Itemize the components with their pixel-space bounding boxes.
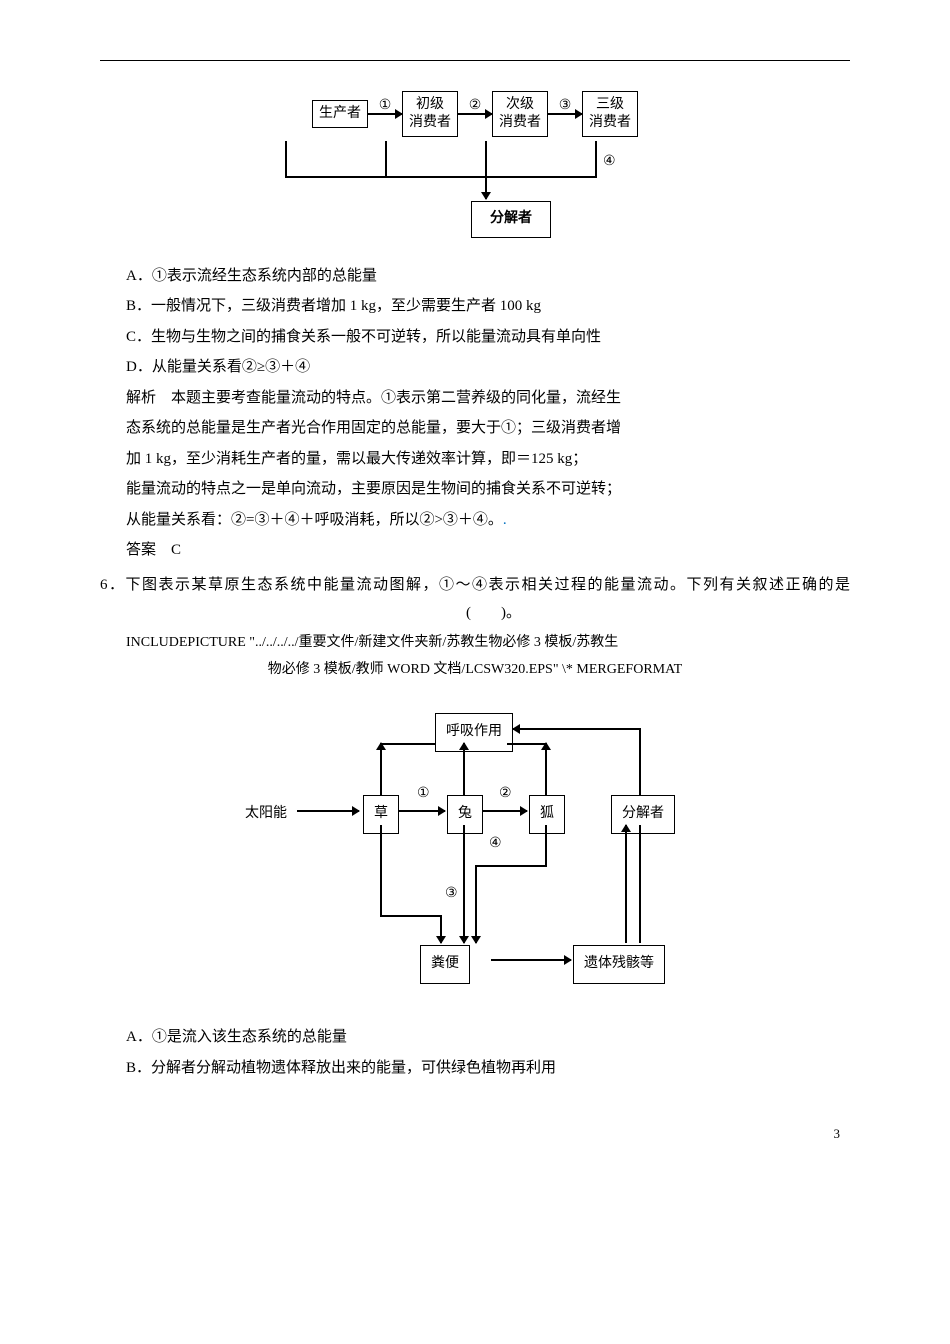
arrow-grass-rabbit — [399, 810, 445, 812]
q5-analysis-line-1: 解析 本题主要考查能量流动的特点。①表示第二营养级的同化量，流经生 — [126, 384, 850, 413]
diagram1-connectors: ④ — [265, 141, 685, 201]
q5-answer: 答案 C — [126, 536, 850, 565]
box-producer: 生产者 — [312, 100, 368, 128]
label-circled-4b: ④ — [489, 831, 502, 858]
box-respiration: 呼吸作用 — [435, 713, 513, 752]
arrow-rabbit-resp — [463, 743, 465, 795]
q6-option-a: A．①是流入该生态系统的总能量 — [126, 1023, 850, 1052]
label-circled-4: ④ — [603, 149, 616, 176]
line-fox-resp-h — [507, 743, 547, 745]
q6: 6．下图表示某草原生态系统中能量流动图解，①～④表示相关过程的能量流动。下列有关… — [100, 571, 850, 1082]
box-remains: 遗体残骸等 — [573, 945, 665, 984]
line-fox-feces-h — [475, 865, 547, 867]
q5-analysis-line-2: 态系统的总能量是生产者光合作用固定的总能量，要大于①；三级消费者增 — [126, 414, 850, 443]
box-primary-consumer: 初级 消费者 — [402, 91, 458, 137]
arrow-fox-feces — [475, 865, 477, 943]
d1-arrow-down — [485, 141, 487, 199]
arrow-fox-resp — [545, 743, 547, 795]
q5-analysis-line-4: 能量流动的特点之一是单向流动，主要原因是生物间的捕食关系不可逆转； — [126, 475, 850, 504]
label-circled-1: ① — [379, 93, 392, 120]
arrow-remains-decomp — [625, 825, 627, 943]
diagram1-top-row: 生产者 ① 初级 消费者 ② 次级 消费者 ③ 三级 消费者 — [265, 91, 685, 137]
label-circled-3: ③ — [559, 93, 572, 120]
line-decomp-resp-h — [513, 728, 641, 730]
arrow-sun-grass — [297, 810, 359, 812]
arrow-3: ③ — [548, 113, 582, 115]
label-sun: 太阳能 — [245, 801, 287, 828]
line-decomp-resp-v — [639, 728, 641, 795]
q5-option-d: D．从能量关系看②≥③＋④ — [126, 353, 850, 382]
d1-vline-1 — [285, 141, 287, 176]
q5-analysis-line-5: 从能量关系看：②=③＋④＋呼吸消耗，所以②>③＋④。. — [126, 506, 850, 535]
d1-vline-2 — [385, 141, 387, 176]
line-grass-feces-h — [380, 915, 440, 917]
q5-option-a: A．①表示流经生态系统内部的总能量 — [126, 262, 850, 291]
label-circled-2b: ② — [499, 781, 512, 808]
d1-hline — [285, 176, 597, 178]
q5-analysis-text-5: 从能量关系看：②=③＋④＋呼吸消耗，所以②>③＋④。 — [126, 512, 503, 528]
arrow-1: ① — [368, 113, 402, 115]
diagram-energy-flow-2: 呼吸作用 太阳能 草 ① 兔 ② 狐 分解者 ④ ③ 粪便 — [235, 713, 715, 993]
box-tertiary-consumer: 三级 消费者 — [582, 91, 638, 137]
label-circled-1b: ① — [417, 781, 430, 808]
include-picture-line2: 物必修 3 模板/教师 WORD 文档/LCSW320.EPS" \* MERG… — [100, 657, 850, 684]
line-grass-down — [380, 825, 382, 915]
label-circled-3b: ③ — [445, 881, 458, 908]
label-circled-2: ② — [469, 93, 482, 120]
arrow-grass-resp — [380, 743, 382, 795]
box-feces: 粪便 — [420, 945, 470, 984]
q5-trailing-dot: . — [503, 512, 507, 528]
line-decomp-down — [639, 825, 641, 943]
box-rabbit: 兔 — [447, 795, 483, 834]
top-rule — [100, 60, 850, 61]
d1-vline-3 — [595, 141, 597, 176]
line-fox-down — [545, 825, 547, 865]
include-picture-line1: INCLUDEPICTURE "../../../../重要文件/新建文件夹新/… — [126, 630, 850, 657]
q5-analysis-line-3: 加 1 kg，至少消耗生产者的量，需以最大传递效率计算，即＝125 kg； — [126, 445, 850, 474]
q5-option-b: B．一般情况下，三级消费者增加 1 kg，至少需要生产者 100 kg — [126, 292, 850, 321]
q6-stem: 6．下图表示某草原生态系统中能量流动图解，①～④表示相关过程的能量流动。下列有关… — [126, 571, 850, 628]
q6-stem-text: 6．下图表示某草原生态系统中能量流动图解，①～④表示相关过程的能量流动。下列有关… — [100, 577, 850, 593]
q6-brackets: ( )。 — [466, 605, 521, 621]
q5-option-c: C．生物与生物之间的捕食关系一般不可逆转，所以能量流动具有单向性 — [126, 323, 850, 352]
box-fox: 狐 — [529, 795, 565, 834]
q6-option-b: B．分解者分解动植物遗体释放出来的能量，可供绿色植物再利用 — [126, 1054, 850, 1083]
box-secondary-consumer: 次级 消费者 — [492, 91, 548, 137]
arrow-rabbit-feces — [463, 825, 465, 943]
line-grass-resp-h — [380, 743, 435, 745]
arrow-rabbit-fox — [483, 810, 527, 812]
arrow-grass-feces — [440, 915, 442, 943]
diagram-energy-flow-1: 生产者 ① 初级 消费者 ② 次级 消费者 ③ 三级 消费者 ④ 分解者 — [265, 91, 685, 238]
arrow-feces-remains — [491, 959, 571, 961]
box-decomposer: 分解者 — [471, 201, 551, 238]
page-number: 3 — [100, 1122, 850, 1147]
arrow-2: ② — [458, 113, 492, 115]
